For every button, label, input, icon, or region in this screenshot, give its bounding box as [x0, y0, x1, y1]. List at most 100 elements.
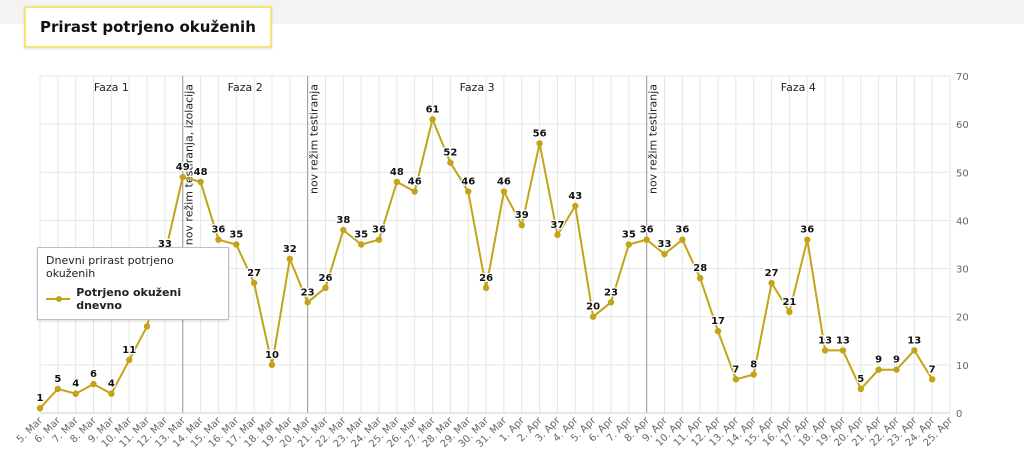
data-label: 52	[443, 148, 457, 159]
data-label: 11	[122, 345, 136, 356]
data-label: 6	[90, 369, 97, 380]
data-label: 48	[194, 167, 208, 178]
data-label: 36	[640, 225, 654, 236]
data-label: 32	[283, 244, 297, 255]
page-title: Prirast potrjeno okuženih	[24, 6, 272, 48]
data-label: 33	[658, 239, 672, 250]
data-point	[911, 347, 918, 354]
data-point	[268, 361, 276, 369]
data-point	[928, 376, 936, 383]
data-point	[839, 347, 847, 354]
data-point	[857, 385, 864, 393]
data-label: 5	[54, 374, 61, 385]
data-label: 36	[211, 225, 225, 236]
data-point	[215, 236, 222, 243]
data-point	[821, 347, 829, 354]
legend-item-series[interactable]: Potrjeno okuženi dnevno	[38, 284, 228, 319]
y-tick-label: 20	[956, 313, 969, 324]
data-label: 4	[108, 379, 115, 390]
data-point	[572, 202, 579, 210]
data-point	[536, 140, 543, 147]
data-label: 21	[782, 297, 796, 308]
data-label: 36	[675, 225, 689, 236]
phase-label: Faza 4	[781, 81, 816, 94]
data-point	[286, 255, 294, 263]
data-point	[375, 236, 383, 243]
data-point	[126, 356, 133, 364]
data-label: 61	[426, 104, 440, 115]
data-point	[696, 275, 704, 282]
data-label: 49	[176, 162, 190, 173]
legend-item-label: Potrjeno okuženi dnevno	[76, 286, 182, 312]
annotation-label: nov režim testiranja	[308, 84, 321, 194]
y-tick-label: 60	[956, 120, 969, 131]
data-point	[197, 178, 204, 186]
data-label: 46	[497, 177, 511, 188]
y-tick-label: 30	[956, 265, 969, 276]
data-label: 46	[408, 177, 422, 188]
data-label: 13	[818, 335, 832, 346]
data-label: 23	[301, 287, 315, 298]
data-point	[72, 390, 79, 397]
data-point	[500, 188, 508, 195]
data-point	[90, 380, 97, 388]
data-point	[429, 116, 436, 123]
data-point	[625, 241, 633, 248]
data-label: 26	[319, 273, 333, 284]
data-label: 13	[836, 335, 850, 346]
data-point	[589, 313, 597, 320]
y-tick-label: 50	[956, 168, 969, 179]
legend-title: Dnevni prirast potrjeno okuženih	[46, 254, 174, 280]
data-label: 36	[372, 225, 386, 236]
data-label: 28	[693, 263, 707, 274]
phase-label: Faza 3	[460, 81, 495, 94]
data-label: 9	[893, 355, 900, 366]
data-point	[750, 371, 757, 378]
legend[interactable]: Dnevni prirast potrjeno okuženih Potrjen…	[37, 247, 229, 320]
data-label: 23	[604, 287, 618, 298]
data-point	[732, 376, 740, 383]
data-point	[679, 236, 686, 243]
phase-label: Faza 1	[94, 81, 129, 94]
data-point	[643, 236, 650, 243]
y-tick-label: 10	[956, 361, 969, 372]
data-point	[340, 226, 347, 234]
data-point	[304, 299, 311, 306]
data-point	[554, 231, 561, 239]
data-label: 35	[229, 230, 243, 241]
y-tick-label: 40	[956, 216, 969, 227]
data-point	[714, 327, 722, 335]
data-point	[393, 178, 401, 186]
data-label: 5	[857, 374, 864, 385]
data-point	[786, 308, 793, 316]
data-point	[804, 236, 811, 243]
y-tick-label: 70	[956, 72, 969, 83]
data-label: 27	[765, 268, 779, 279]
data-label: 27	[247, 268, 261, 279]
annotation-label: nov režim testiranja, izolacija	[183, 84, 196, 245]
data-point	[143, 323, 151, 330]
data-label: 4	[72, 379, 79, 390]
phase-label: Faza 2	[228, 81, 263, 94]
data-label: 26	[479, 273, 493, 284]
data-label: 43	[568, 191, 582, 202]
data-label: 48	[390, 167, 404, 178]
data-label: 39	[515, 210, 529, 221]
data-label: 7	[929, 364, 936, 375]
data-label: 7	[732, 364, 739, 375]
data-point	[482, 284, 490, 292]
data-label: 38	[336, 215, 350, 226]
data-point	[518, 222, 525, 229]
data-point	[411, 188, 418, 195]
data-point	[768, 279, 775, 287]
data-point	[447, 159, 454, 166]
data-label: 36	[800, 225, 814, 236]
data-point	[661, 250, 668, 258]
data-label: 46	[461, 177, 475, 188]
data-label: 20	[586, 302, 600, 313]
data-label: 13	[907, 335, 921, 346]
legend-swatch-icon	[46, 294, 71, 304]
data-label: 8	[750, 359, 757, 370]
data-label: 35	[354, 230, 368, 241]
